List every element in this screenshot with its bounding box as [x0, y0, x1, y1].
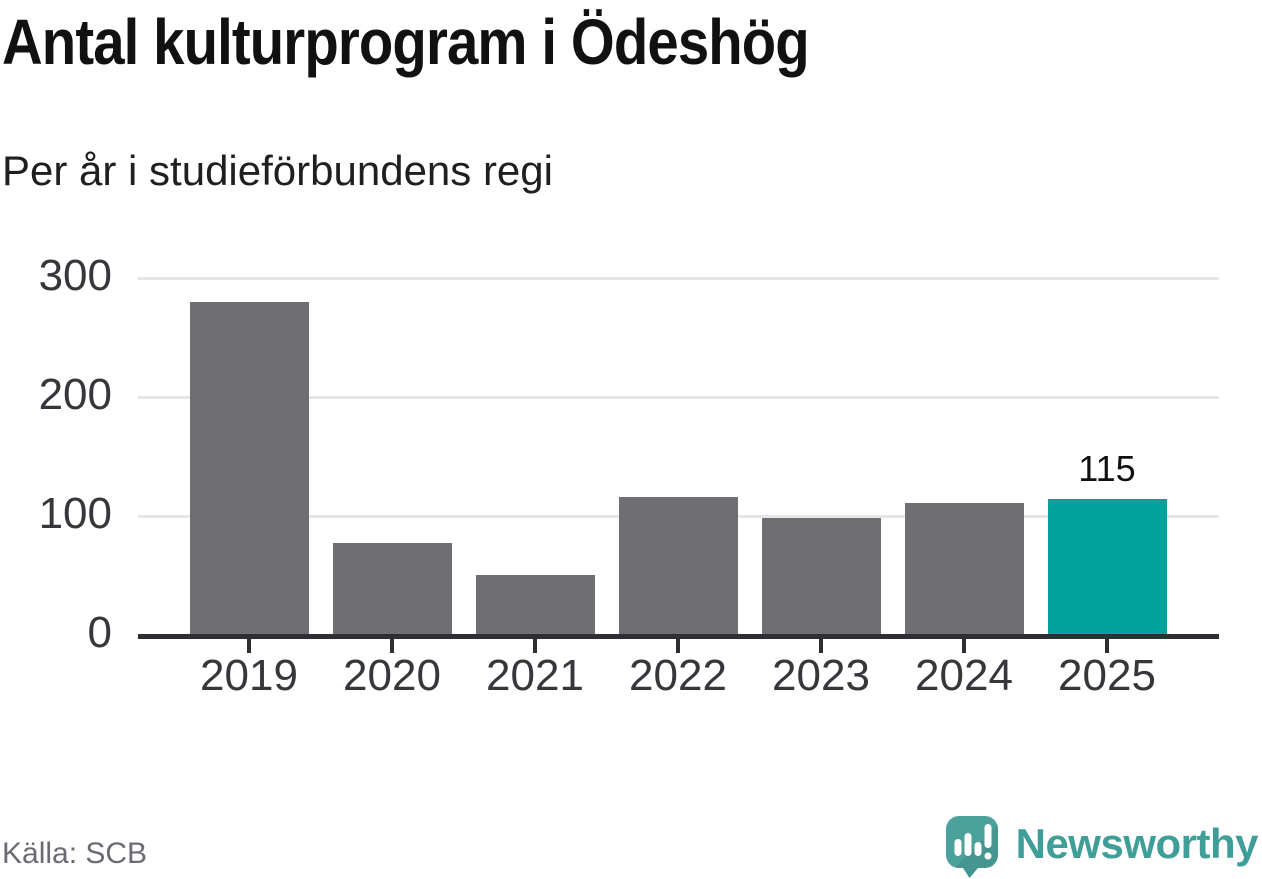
x-axis-tick-2024 — [962, 638, 966, 653]
x-axis-tick-2019 — [247, 638, 251, 653]
y-axis-label-100: 100 — [38, 488, 112, 538]
x-axis-line — [138, 633, 1219, 639]
bar-2025 — [1047, 499, 1167, 636]
gridline-300 — [138, 277, 1219, 281]
bar-2023 — [761, 518, 881, 636]
y-axis-label-300: 300 — [38, 250, 112, 300]
x-axis-tick-2022 — [676, 638, 680, 653]
source-note: Källa: SCB — [2, 837, 148, 870]
x-axis-label-2021: 2021 — [486, 651, 584, 700]
x-axis-label-2022: 2022 — [629, 651, 727, 700]
bar-2024 — [904, 502, 1024, 636]
y-axis-label-0: 0 — [87, 608, 112, 657]
x-axis-label-2020: 2020 — [343, 651, 441, 700]
bar-value-label: 115 — [1078, 448, 1136, 489]
gridline-200 — [138, 396, 1219, 400]
newsworthy-logo: Newsworthy — [940, 810, 1259, 878]
chart-subtitle: Per år i studieförbundens regi — [2, 147, 553, 194]
newsworthy-wordmark: Newsworthy — [1015, 820, 1259, 867]
x-axis-tick-2021 — [533, 638, 537, 653]
bar-2021 — [475, 575, 595, 636]
x-axis-tick-2025 — [1105, 638, 1109, 653]
y-axis-label-200: 200 — [38, 369, 112, 419]
x-axis-tick-2023 — [819, 638, 823, 653]
x-axis-label-2025: 2025 — [1058, 651, 1156, 700]
newsworthy-icon — [945, 816, 998, 878]
chart-title: Antal kulturprogram i Ödeshög — [2, 6, 810, 78]
x-axis-label-2024: 2024 — [915, 651, 1013, 700]
bar-2022 — [618, 496, 738, 636]
x-axis-tick-2020 — [390, 638, 394, 653]
x-axis-label-2023: 2023 — [772, 651, 870, 700]
bar-2020 — [332, 543, 452, 636]
bar-2019 — [189, 302, 309, 636]
x-axis-label-2019: 2019 — [200, 651, 298, 700]
